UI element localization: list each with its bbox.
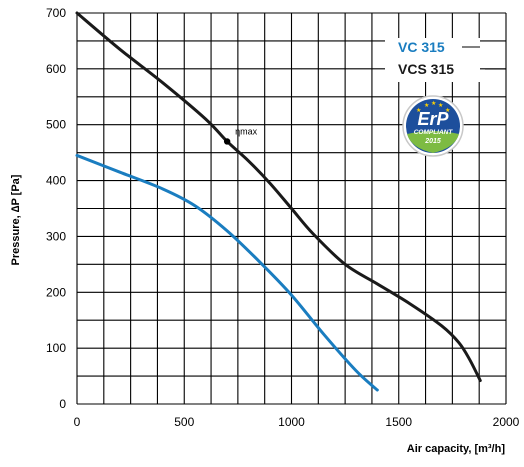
x-tick-label: 500 [174,415,194,429]
y-tick-label: 600 [46,62,66,76]
x-tick-label: 2000 [493,415,520,429]
badge-year-text: 2015 [424,138,441,145]
y-tick-label: 400 [46,174,66,188]
x-tick-label: 1000 [278,415,305,429]
svg-text:★: ★ [438,102,443,109]
series-group [75,11,482,392]
series-line-vc-315 [75,153,379,392]
svg-text:★: ★ [424,102,429,109]
y-tick-labels: 0 100 200 300 400 500 600 700 [46,6,66,411]
x-tick-label: 0 [74,415,81,429]
y-tick-label: 700 [46,6,66,20]
svg-text:★: ★ [416,107,421,114]
eta-max-marker [223,138,231,145]
annotations: ηmax [223,126,258,145]
series-line-vcs-315 [75,11,482,383]
legend: VC 315 VCS 315 [385,38,506,82]
y-tick-label: 0 [59,397,66,411]
x-tick-label: 1500 [385,415,412,429]
svg-text:★: ★ [445,107,450,114]
legend-label-vcs315: VCS 315 [398,61,454,77]
x-tick-labels: 0 500 1000 1500 2000 [74,415,520,429]
erp-compliant-badge: ★ ★ ★ ★ ★ ErP COMPLIANT 2015 [402,95,464,157]
y-tick-label: 500 [46,118,66,132]
y-tick-label: 100 [46,341,66,355]
legend-label-vc315: VC 315 [398,39,445,55]
y-axis-label: Pressure, ∆P [Pa] [10,174,22,265]
eta-max-label: ηmax [235,126,258,136]
y-tick-label: 200 [46,285,66,299]
svg-text:★: ★ [431,100,436,107]
badge-main-text: ErP [417,109,449,129]
badge-stars-icon: ★ ★ ★ ★ ★ [416,100,450,114]
badge-sub-text: COMPLIANT [414,129,454,136]
x-axis-label: Air capacity, [m³/h] [407,443,506,455]
badge-swoosh [407,131,459,153]
legend-background [385,38,480,82]
y-tick-label: 300 [46,229,66,243]
